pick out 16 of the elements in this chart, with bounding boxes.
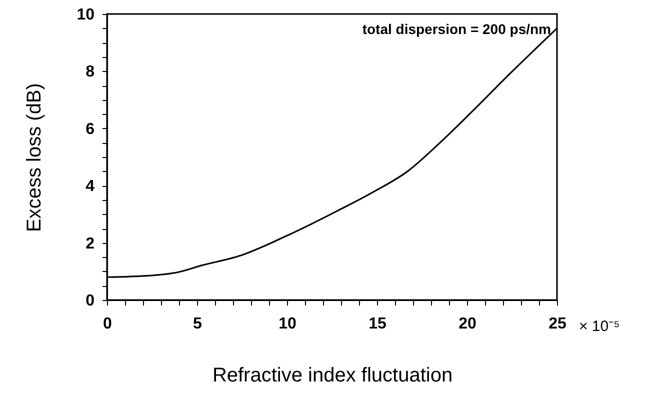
y-axis-title: Excess loss (dB) <box>24 83 46 232</box>
annotation: total dispersion = 200 ps/nm <box>362 21 551 37</box>
x-tick-label: 15 <box>368 316 386 332</box>
y-tick-label: 6 <box>86 120 95 138</box>
x-tick-label: 10 <box>278 316 296 332</box>
x-tick-label: 20 <box>458 316 476 332</box>
x-tick-label: 25 <box>548 316 566 332</box>
y-tick-label: 2 <box>86 235 95 252</box>
x-tick-label: 5 <box>193 316 202 332</box>
x-axis-title: Refractive index fluctuation <box>212 364 453 386</box>
y-tick-label: 4 <box>86 178 95 196</box>
y-tick-label: 8 <box>86 64 95 81</box>
y-tick-label: 10 <box>76 6 95 24</box>
x-tick-label: 0 <box>103 316 112 332</box>
y-tick-label: 0 <box>86 292 95 310</box>
text: × 10⁻⁵ <box>579 318 620 335</box>
